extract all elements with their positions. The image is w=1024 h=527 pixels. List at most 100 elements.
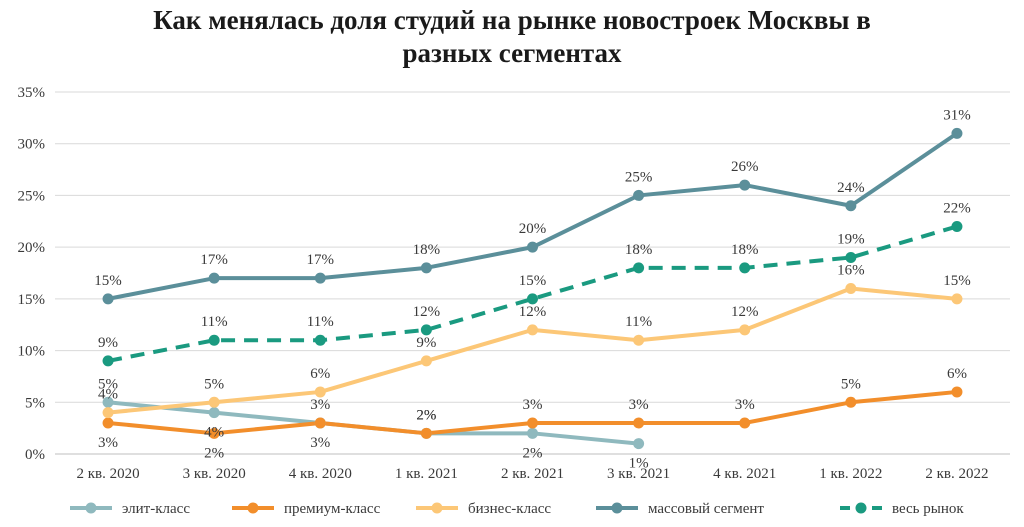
- data-point: [739, 262, 751, 274]
- data-label: 4%: [204, 425, 224, 441]
- data-label: 17%: [307, 252, 335, 268]
- data-point: [739, 417, 751, 429]
- data-point: [102, 355, 114, 367]
- data-label: 11%: [307, 314, 334, 330]
- x-tick-label: 1 кв. 2022: [819, 466, 882, 482]
- legend-swatch-marker: [431, 502, 443, 514]
- data-label: 3%: [735, 397, 755, 413]
- data-label: 5%: [841, 376, 861, 392]
- data-label: 3%: [98, 435, 118, 451]
- grid-lines: [55, 91, 1010, 455]
- data-point: [208, 427, 220, 439]
- data-label: 9%: [98, 335, 118, 351]
- legend-label: премиум-класс: [284, 501, 381, 517]
- data-point: [845, 283, 857, 295]
- data-point: [102, 417, 114, 429]
- data-label: 5%: [204, 376, 224, 392]
- data-label: 19%: [837, 231, 865, 247]
- data-point: [633, 189, 645, 201]
- data-point: [102, 293, 114, 305]
- data-point: [739, 324, 751, 336]
- x-tick-label: 2 кв. 2022: [925, 466, 988, 482]
- data-point: [527, 293, 538, 305]
- data-label: 17%: [200, 252, 228, 268]
- data-label: 3%: [310, 435, 330, 451]
- legend-swatch-marker: [855, 502, 867, 514]
- data-point: [845, 200, 857, 212]
- x-tick-label: 4 кв. 2021: [713, 466, 776, 482]
- data-label: 15%: [943, 273, 971, 289]
- data-point: [208, 334, 220, 346]
- data-point: [420, 262, 432, 274]
- data-point: [420, 355, 432, 367]
- data-labels: 5%4%3%2%2%1%3%2%3%2%3% 3% 3%5%6%4%5%6%9%12…: [94, 107, 970, 471]
- data-point: [633, 417, 645, 429]
- data-label: 5%: [98, 376, 118, 392]
- y-tick-label: 0%: [25, 447, 45, 463]
- legend-swatch-marker: [85, 502, 97, 514]
- data-label: 15%: [94, 273, 122, 289]
- data-point: [314, 334, 326, 346]
- data-label: 3%: [523, 397, 543, 413]
- data-label: 1%: [629, 456, 649, 472]
- x-tick-label: 3 кв. 2020: [183, 466, 246, 482]
- x-axis: 2 кв. 2020 3 кв. 2020 4 кв. 2020 1 кв. 2021…: [76, 466, 988, 482]
- data-point: [527, 324, 538, 336]
- data-label: 2%: [416, 407, 436, 423]
- data-point: [208, 396, 220, 408]
- chart-title-line-2: разных сегментах: [402, 38, 622, 68]
- data-point: [314, 386, 326, 398]
- y-axis: 0% 5% 10% 15% 20% 25% 30% 35%: [18, 85, 46, 463]
- y-tick-label: 15%: [18, 292, 46, 308]
- legend-label: бизнес-класс: [468, 501, 551, 517]
- chart-title-line-1: Как менялась доля студий на рынке новост…: [153, 5, 871, 35]
- legend-label: массовый сегмент: [648, 501, 764, 517]
- data-point: [314, 272, 326, 284]
- data-point: [633, 438, 645, 450]
- data-point: [208, 407, 220, 419]
- legend-swatch-marker: [247, 502, 259, 514]
- y-tick-label: 5%: [25, 395, 45, 411]
- legend-label: элит-класс: [122, 501, 190, 517]
- x-tick-label: 3 кв. 2021: [607, 466, 670, 482]
- data-point: [420, 427, 432, 439]
- data-point: [420, 324, 432, 336]
- data-label: 25%: [625, 169, 653, 185]
- data-label: 2%: [523, 445, 543, 461]
- data-point: [102, 396, 114, 408]
- series-line: [107, 224, 958, 363]
- data-point: [633, 334, 645, 346]
- data-label: 31%: [943, 107, 971, 123]
- data-label: 4%: [98, 387, 118, 403]
- data-label: 22%: [943, 200, 971, 216]
- data-label: 18%: [413, 242, 441, 258]
- y-tick-label: 35%: [18, 85, 46, 101]
- data-label: 6%: [310, 366, 330, 382]
- data-label: 16%: [837, 263, 865, 279]
- data-point: [527, 241, 538, 253]
- y-tick-label: 25%: [18, 188, 46, 204]
- legend-label: весь рынок: [892, 501, 964, 517]
- legend: элит-класс премиум-класс бизнес-класс массо…: [70, 501, 964, 517]
- y-tick-label: 30%: [18, 137, 46, 153]
- data-point: [951, 220, 963, 232]
- data-point: [102, 407, 114, 419]
- data-label: 6%: [947, 366, 967, 382]
- x-tick-label: 1 кв. 2021: [395, 466, 458, 482]
- data-label: 2%: [416, 407, 436, 423]
- data-point: [845, 396, 857, 408]
- data-point: [845, 251, 857, 263]
- data-point: [739, 179, 751, 191]
- data-point: [527, 427, 538, 439]
- y-tick-label: 20%: [18, 240, 46, 256]
- chart-title: Как менялась доля студий на рынке новост…: [0, 4, 1024, 70]
- data-point: [527, 417, 538, 429]
- data-label: 11%: [201, 314, 228, 330]
- data-label: 11%: [625, 314, 652, 330]
- data-point: [951, 293, 963, 305]
- data-label: 24%: [837, 180, 865, 196]
- series-points: [102, 127, 963, 450]
- data-label: 2%: [204, 445, 224, 461]
- data-point: [951, 386, 963, 398]
